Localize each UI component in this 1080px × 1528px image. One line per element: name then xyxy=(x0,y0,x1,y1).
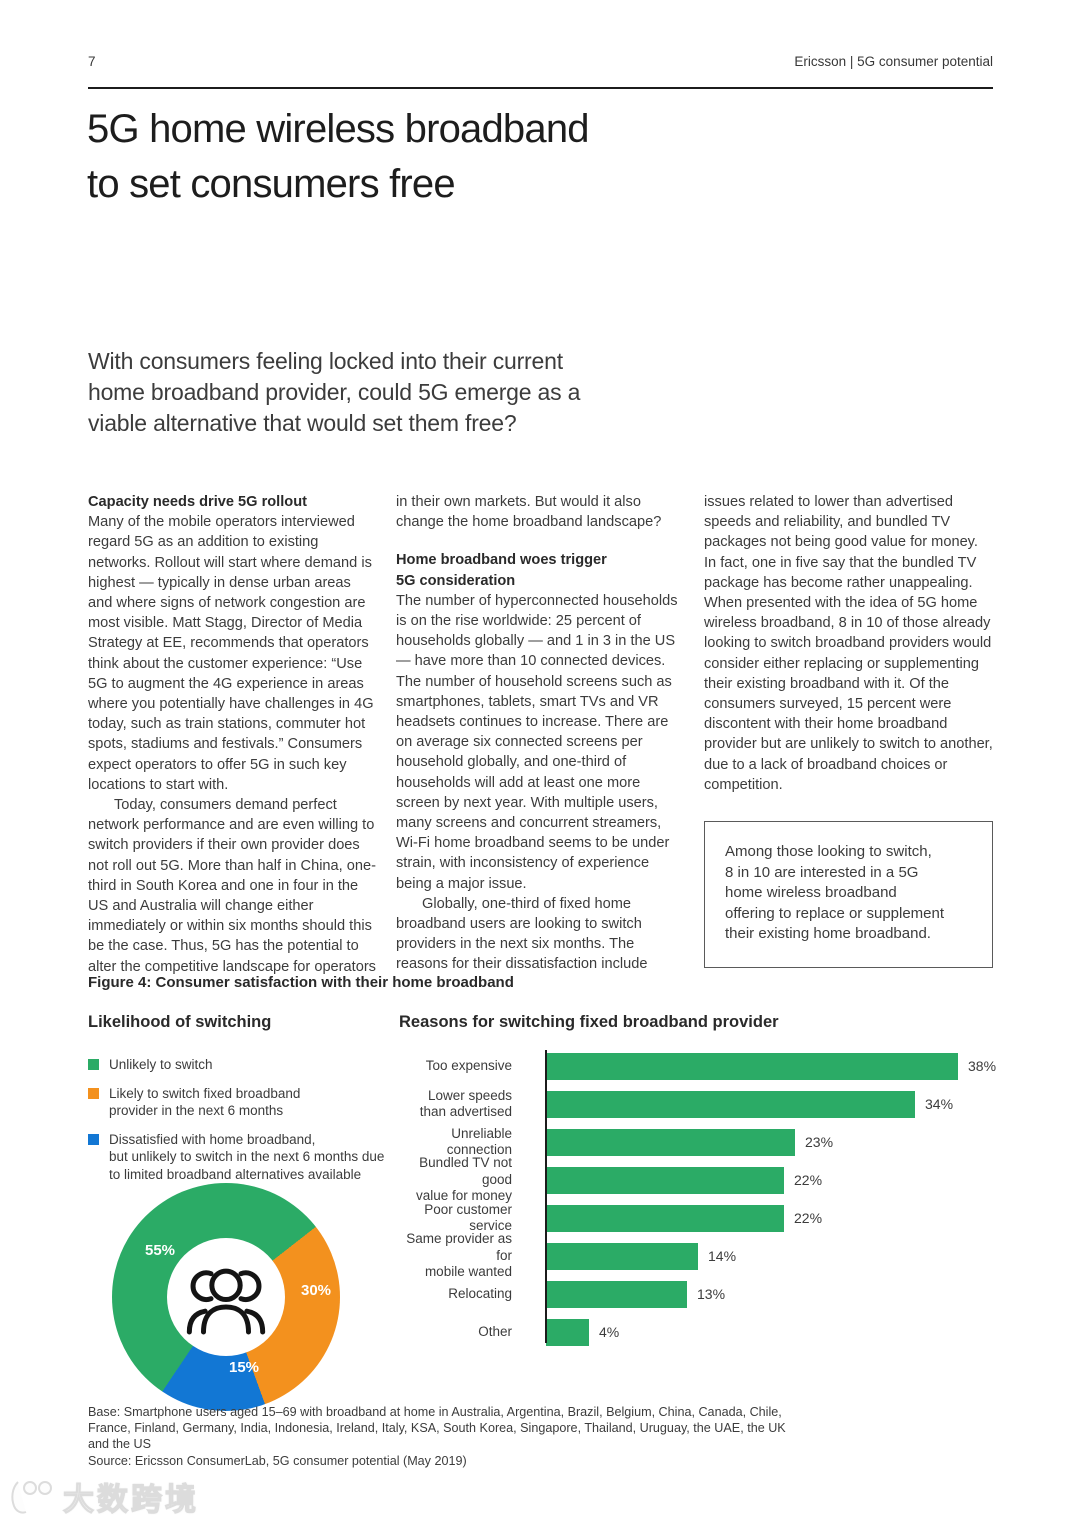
callout-box: Among those looking to switch, 8 in 10 a… xyxy=(704,821,993,968)
bar-row: Unreliable connection 23% xyxy=(399,1123,994,1161)
bar-row: Same provider as for mobile wanted 14% xyxy=(399,1231,994,1279)
legend-item: Dissatisfied with home broadband, but un… xyxy=(88,1131,398,1184)
bar-category-label: Bundled TV not good value for money xyxy=(415,1155,512,1204)
column1-heading: Capacity needs drive 5G rollout xyxy=(88,494,307,510)
bar-row: Bundled TV not good value for money 22% xyxy=(399,1155,994,1203)
legend-item: Likely to switch fixed broadband provide… xyxy=(88,1085,398,1120)
column1-paragraph-2: Today, consumers demand perfect network … xyxy=(88,797,376,975)
header-rule xyxy=(88,87,993,89)
bar-value-label: 22% xyxy=(794,1210,823,1226)
figure-caption: Figure 4: Consumer satisfaction with the… xyxy=(88,974,514,991)
bar xyxy=(546,1280,687,1308)
bar-category-label: Same provider as for mobile wanted xyxy=(406,1231,512,1280)
bar xyxy=(546,1204,784,1232)
bar xyxy=(546,1166,784,1194)
donut-chart: 55% 30% 15% xyxy=(112,1183,340,1411)
article-columns: Capacity needs drive 5G rollout Many of … xyxy=(88,492,994,977)
donut-segment-label-green: 55% xyxy=(145,1242,176,1259)
bar-row: Poor customer service 22% xyxy=(399,1199,994,1237)
column3-paragraph: issues related to lower than advertised … xyxy=(704,494,993,793)
bar-row: Relocating 13% xyxy=(399,1275,994,1313)
bar-category-label: Unreliable connection xyxy=(446,1125,512,1158)
header-doc-title: Ericsson | 5G consumer potential xyxy=(794,54,993,69)
bar xyxy=(546,1242,698,1270)
footnote-base: Base: Smartphone users aged 15–69 with b… xyxy=(88,1405,786,1452)
people-group-icon xyxy=(186,1268,266,1335)
article-column-1: Capacity needs drive 5G rollout Many of … xyxy=(88,492,377,977)
bar-chart-title: Reasons for switching fixed broadband pr… xyxy=(399,1013,779,1031)
bar-value-label: 22% xyxy=(794,1172,823,1188)
legend-swatch-orange xyxy=(88,1087,99,1099)
article-column-3: issues related to lower than advertised … xyxy=(704,492,993,977)
donut-segment-label-orange: 30% xyxy=(301,1282,332,1299)
bar-row: Other 4% xyxy=(399,1313,994,1351)
legend-label: Dissatisfied with home broadband, but un… xyxy=(109,1131,385,1182)
intro-text: With consumers feeling locked into their… xyxy=(88,348,581,436)
bar-category-label: Too expensive xyxy=(425,1057,512,1073)
column2-lead: in their own markets. But would it also … xyxy=(396,494,662,531)
donut-chart-block: Likelihood of switching Unlikely to swit… xyxy=(88,1013,398,1411)
legend-swatch-green xyxy=(88,1059,99,1070)
page-title: 5G home wireless broadband to set consum… xyxy=(87,107,590,206)
page-header: 7 Ericsson | 5G consumer potential xyxy=(88,54,993,69)
column2-heading: Home broadband woes trigger 5G considera… xyxy=(396,552,607,589)
bar-value-label: 34% xyxy=(925,1096,954,1112)
bar-chart-rows: Too expensive 38% Lower speeds than advert… xyxy=(399,1047,997,1351)
legend-label: Likely to switch fixed broadband provide… xyxy=(109,1085,301,1119)
watermark: 大数跨境 xyxy=(8,1474,199,1519)
bar-row: Lower speeds than advertised 34% xyxy=(399,1085,994,1123)
donut-center xyxy=(167,1238,285,1356)
bar xyxy=(546,1128,795,1156)
watermark-logo-icon xyxy=(11,1480,52,1514)
donut-segment-label-blue: 15% xyxy=(229,1359,260,1376)
bar xyxy=(546,1052,958,1080)
legend-item: Unlikely to switch xyxy=(88,1056,398,1074)
legend-swatch-blue xyxy=(88,1133,99,1145)
bar-value-label: 14% xyxy=(708,1248,737,1264)
bar-row: Too expensive 38% xyxy=(399,1047,997,1085)
bar-value-label: 38% xyxy=(968,1058,997,1074)
column1-paragraph-1: Many of the mobile operators interviewed… xyxy=(88,514,374,793)
footnote-source: Source: Ericsson ConsumerLab, 5G consume… xyxy=(88,1453,467,1468)
donut-legend: Unlikely to switch Likely to switch fixe… xyxy=(88,1056,398,1183)
page-number: 7 xyxy=(88,54,96,69)
article-column-2: in their own markets. But would it also … xyxy=(396,492,685,977)
legend-label: Unlikely to switch xyxy=(109,1057,213,1072)
bar-value-label: 13% xyxy=(697,1286,726,1302)
column2-paragraph-2: Globally, one-third of fixed home broadb… xyxy=(396,895,648,973)
watermark-text: 大数跨境 xyxy=(62,1481,199,1517)
donut-chart-title: Likelihood of switching xyxy=(88,1013,272,1031)
bar-category-label: Poor customer service xyxy=(424,1201,512,1234)
bar-category-label: Relocating xyxy=(448,1285,512,1301)
bar-value-label: 4% xyxy=(599,1324,620,1340)
bar xyxy=(546,1318,589,1346)
bar-category-label: Lower speeds than advertised xyxy=(419,1087,512,1120)
bar-value-label: 23% xyxy=(805,1134,834,1150)
bar-category-label: Other xyxy=(478,1323,512,1339)
bar xyxy=(546,1090,915,1118)
column2-paragraph-1: The number of hyperconnected households … xyxy=(396,592,678,892)
figure-footnote: Base: Smartphone users aged 15–69 with b… xyxy=(88,1404,802,1469)
bar-chart-block: Reasons for switching fixed broadband pr… xyxy=(399,1013,997,1351)
